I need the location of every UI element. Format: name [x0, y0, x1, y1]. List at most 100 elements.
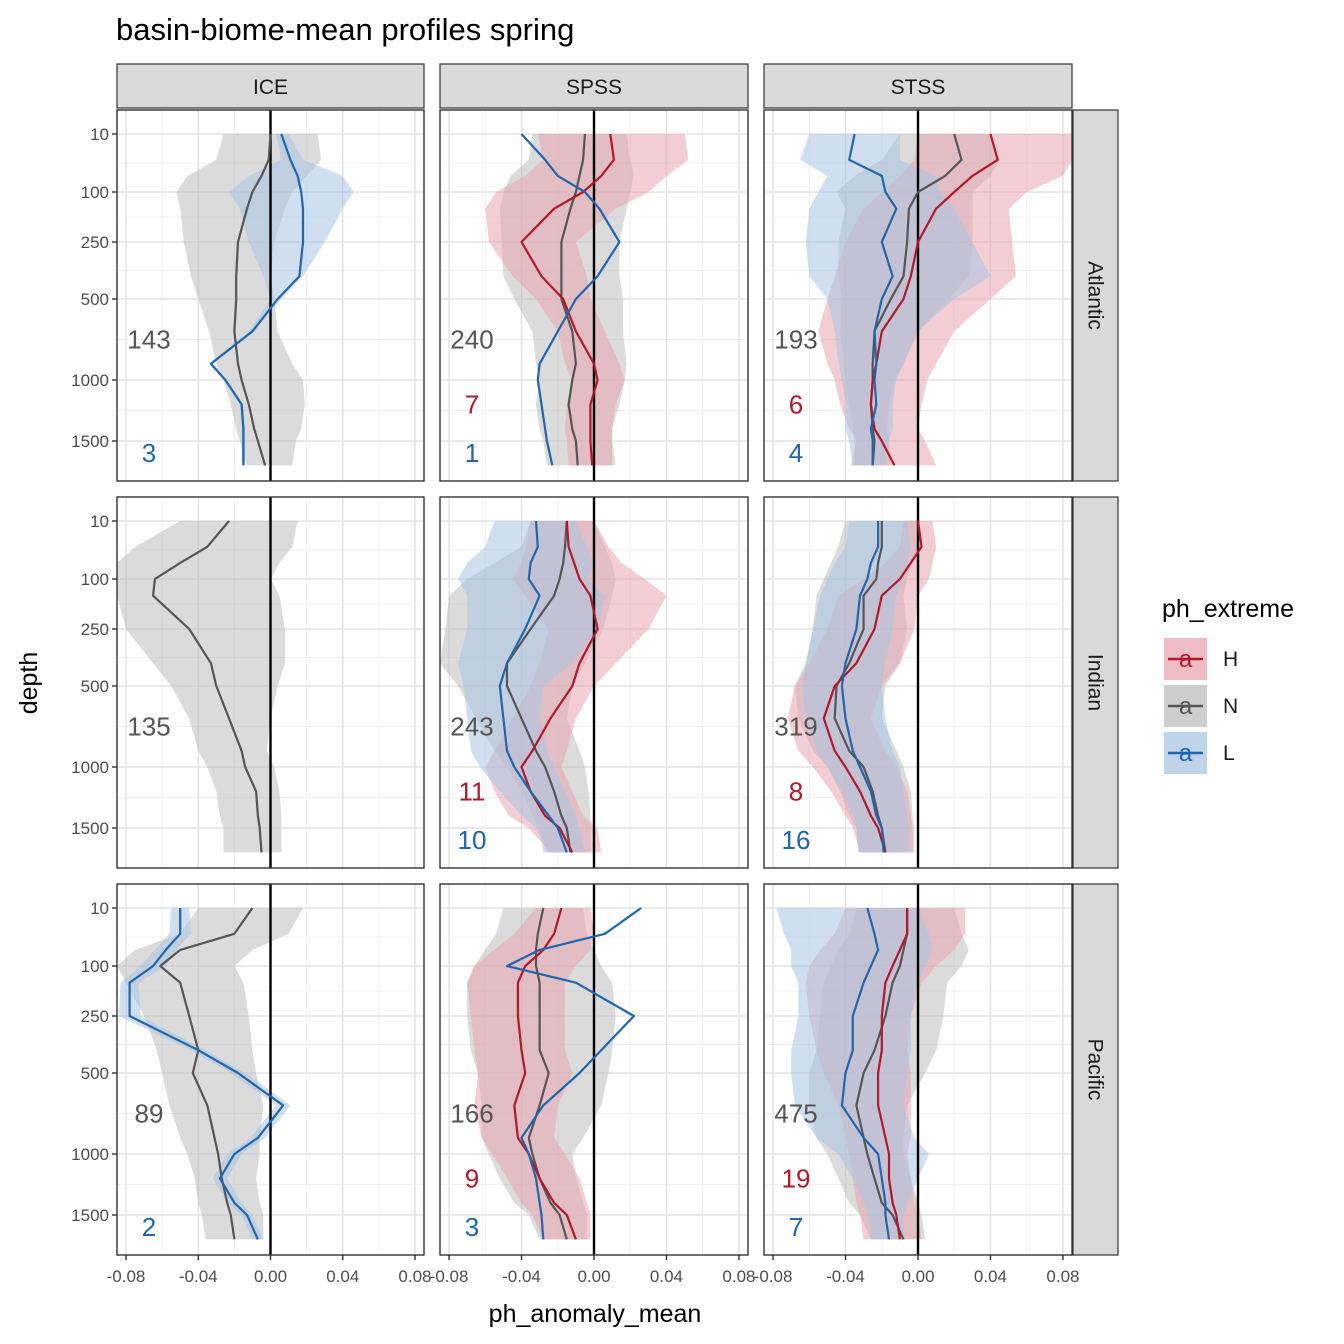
count-label-N: 243 — [450, 712, 493, 742]
ribbon-L — [458, 521, 605, 853]
facet-strip-label: ICE — [253, 76, 288, 99]
series-line-L — [209, 133, 305, 466]
panel-indian-ice: 135 10 100 250 500 1000 1500 — [71, 496, 425, 869]
y-tick-label: 1500 — [71, 1206, 109, 1225]
panel-plot-area — [467, 884, 642, 1255]
y-tick-label: 10 — [90, 899, 109, 918]
y-tick-label: 500 — [81, 290, 109, 309]
series-line-N — [159, 907, 254, 1240]
facet-strip-stss — [763, 63, 1073, 109]
ribbon-L — [800, 134, 991, 466]
count-label-L: 10 — [458, 825, 487, 855]
y-axis-title: depth — [15, 652, 43, 715]
panel-plot-area — [117, 884, 303, 1255]
panel-plot-area — [485, 110, 689, 481]
facet-panels: ICE SPSS STSSAtlanticIndianPacific14331010… — [71, 63, 1119, 1286]
count-label-L: 7 — [789, 1212, 803, 1242]
ribbon-N — [176, 134, 322, 466]
count-label-N: 475 — [774, 1099, 817, 1129]
ribbon-L — [776, 908, 933, 1240]
count-label-N: 240 — [450, 325, 493, 355]
series-line-L — [128, 908, 285, 1240]
y-tick-label: 1500 — [71, 432, 109, 451]
count-label-H: 6 — [789, 389, 803, 419]
x-tick-label: -0.08 — [430, 1267, 469, 1286]
y-tick-label: 10 — [90, 512, 109, 531]
count-label-N: 319 — [774, 712, 817, 742]
facet-strip-label: Atlantic — [1084, 261, 1107, 330]
series-line-L — [848, 133, 898, 466]
y-tick-label: 1500 — [71, 819, 109, 838]
x-tick-label: 0.08 — [722, 1267, 755, 1286]
count-label-L: 3 — [142, 438, 156, 468]
count-label-H: 7 — [465, 389, 479, 419]
panel-pacific-spss: 166 9 3 -0.08 -0.04 0.00 0.04 0.08 — [430, 883, 755, 1286]
panel-plot-area — [176, 110, 354, 481]
y-tick-label: 250 — [81, 620, 109, 639]
x-tick-label: -0.08 — [754, 1267, 793, 1286]
series-line-H — [513, 907, 577, 1240]
legend-label: H — [1223, 648, 1238, 671]
x-tick-label: 0.08 — [1046, 1267, 1079, 1286]
panel-pacific-ice: 89 2 10 100 250 500 1000 1500 -0.08 -0.04 0.00 0.04… — [71, 883, 432, 1286]
y-tick-label: 1000 — [71, 371, 109, 390]
legend-label: L — [1223, 742, 1235, 765]
facet-strip-atlantic — [1072, 109, 1119, 482]
panel-indian-stss: 319 8 16 — [763, 496, 1073, 869]
count-label-N: 193 — [774, 325, 817, 355]
ribbon-H — [467, 908, 594, 1240]
series-line-L — [498, 520, 568, 853]
y-tick-label: 100 — [81, 183, 109, 202]
count-label-L: 4 — [789, 438, 803, 468]
y-tick-label: 250 — [81, 1007, 109, 1026]
series-line-N — [833, 521, 887, 853]
x-axis-title: ph_anomaly_mean — [489, 1300, 702, 1328]
y-tick-label: 250 — [81, 233, 109, 252]
facet-strip-indian — [1072, 496, 1119, 869]
series-line-L — [840, 907, 891, 1240]
panel-border — [116, 496, 425, 869]
ribbon-L — [802, 521, 911, 853]
y-tick-label: 1000 — [71, 1145, 109, 1164]
x-tick-label: 0.00 — [254, 1267, 287, 1286]
ribbon-H — [485, 134, 689, 466]
x-tick-label: -0.04 — [502, 1267, 541, 1286]
panel-plot-area — [787, 497, 937, 868]
panel-border — [116, 109, 425, 482]
y-tick-label: 100 — [81, 957, 109, 976]
y-tick-label: 10 — [90, 125, 109, 144]
y-tick-label: 1000 — [71, 758, 109, 777]
count-label-H: 8 — [789, 776, 803, 806]
x-tick-label: -0.08 — [107, 1267, 146, 1286]
panel-border — [763, 109, 1073, 482]
x-tick-label: 0.04 — [974, 1267, 1007, 1286]
legend: ph_extreme a H a N a L — [1162, 595, 1294, 774]
panel-border — [763, 496, 1073, 869]
x-tick-label: 0.00 — [901, 1267, 934, 1286]
panel-plot-area — [440, 497, 667, 868]
y-tick-label: 100 — [81, 570, 109, 589]
ribbon-N — [117, 908, 303, 1240]
series-line-N — [505, 520, 572, 853]
series-line-H — [520, 520, 599, 853]
x-tick-label: 0.08 — [398, 1267, 431, 1286]
count-label-N: 89 — [135, 1099, 164, 1129]
count-label-L: 16 — [782, 825, 811, 855]
legend-title: ph_extreme — [1162, 595, 1294, 623]
count-label-N: 166 — [450, 1099, 493, 1129]
facet-strip-label: STSS — [891, 76, 946, 99]
series-line-H — [822, 520, 923, 853]
facet-strip-pacific — [1072, 883, 1119, 1256]
panel-plot-area — [117, 497, 298, 868]
series-line-L — [505, 907, 642, 1240]
facet-strip-spss — [439, 63, 749, 109]
count-label-N: 135 — [127, 712, 170, 742]
x-tick-label: 0.04 — [650, 1267, 683, 1286]
panel-plot-area — [776, 884, 969, 1255]
facet-strip-label: SPSS — [566, 76, 622, 99]
panel-border — [439, 496, 749, 869]
x-tick-label: -0.04 — [179, 1267, 218, 1286]
